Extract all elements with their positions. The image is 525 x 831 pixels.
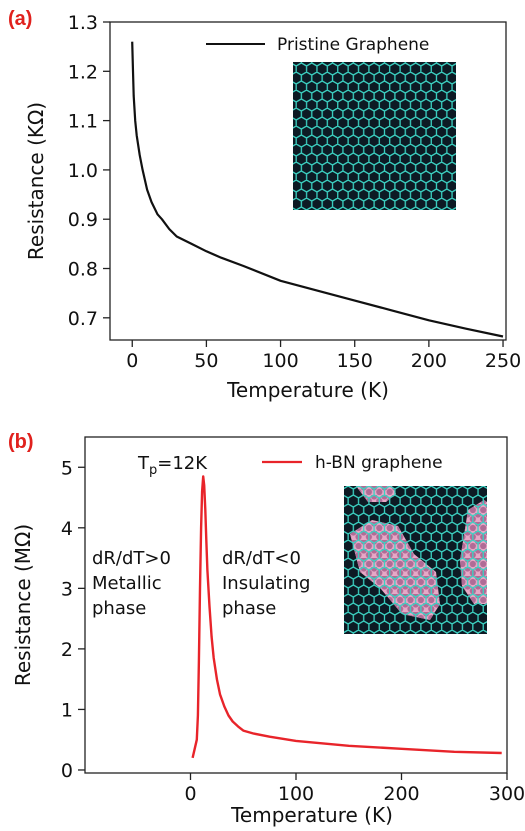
panel-b-tp-annotation: Tp=12K (137, 453, 208, 478)
panel-b-y-axis-title: Resistance (MΩ) (11, 524, 35, 686)
insulating-line2: Insulating (222, 573, 310, 594)
panel-a-label: (a) (8, 8, 32, 30)
metallic-line3: phase (92, 598, 146, 619)
y-tick-label: 2 (61, 639, 73, 661)
insulating-phase-annotation: dR/dT<0 Insulating phase (222, 548, 316, 619)
y-tick-label: 1.0 (68, 160, 98, 182)
panel-b-series-hbn-graphene (191, 475, 502, 759)
y-tick-label: 1.1 (68, 111, 98, 133)
insulating-line3: phase (222, 598, 276, 619)
x-tick-label: 50 (194, 350, 218, 372)
panel-b-tick-labels: 0 100 200 300 0 1 2 3 4 5 (61, 457, 525, 805)
panel-a-plot-frame (109, 21, 507, 341)
y-tick-label: 4 (61, 518, 73, 540)
metallic-phase-annotation: dR/dT>0 Metallic phase (92, 548, 177, 619)
x-tick-label: 300 (489, 783, 525, 805)
x-tick-label: 100 (262, 350, 298, 372)
panel-b-inset-lattice (344, 486, 487, 634)
tp-T: T (137, 453, 150, 474)
x-tick-label: 250 (485, 350, 521, 372)
panel-b-label: (b) (8, 431, 34, 453)
x-tick-label: 200 (411, 350, 447, 372)
panel-b-x-axis-title: Temperature (K) (230, 803, 393, 827)
x-tick-label: 200 (383, 783, 419, 805)
y-tick-label: 1.2 (68, 61, 98, 83)
x-tick-label: 0 (126, 350, 138, 372)
panel-a-tick-labels: 0 50 100 150 200 250 0.7 0.8 0.9 1.0 1.1 1.2 1.3 (68, 12, 521, 372)
y-tick-label: 0 (61, 760, 73, 782)
tp-subscript: p (149, 463, 157, 478)
x-tick-label: 100 (278, 783, 314, 805)
insulating-line1: dR/dT<0 (222, 548, 301, 569)
panel-a-legend-label: Pristine Graphene (277, 35, 429, 55)
y-tick-label: 5 (61, 457, 73, 479)
panel-a-x-axis-title: Temperature (K) (226, 378, 389, 402)
y-tick-label: 0.8 (68, 259, 98, 281)
metallic-line2: Metallic (92, 573, 162, 594)
y-tick-label: 1.3 (68, 12, 98, 34)
y-tick-label: 1 (61, 699, 73, 721)
metallic-line1: dR/dT>0 (92, 548, 171, 569)
panel-a-y-axis-title: Resistance (KΩ) (24, 102, 48, 260)
y-tick-label: 3 (61, 578, 73, 600)
tp-value: =12K (157, 453, 208, 474)
panel-b-ticks (78, 466, 508, 780)
x-tick-label: 150 (337, 350, 373, 372)
y-tick-label: 0.9 (68, 209, 98, 231)
panel-a-ticks (103, 21, 504, 347)
panel-a-inset-lattice (293, 62, 456, 210)
panel-b-legend-label: h-BN graphene (315, 453, 443, 473)
x-tick-label: 0 (184, 783, 196, 805)
panel-a-series-pristine-graphene (131, 41, 504, 338)
y-tick-label: 0.7 (68, 308, 98, 330)
